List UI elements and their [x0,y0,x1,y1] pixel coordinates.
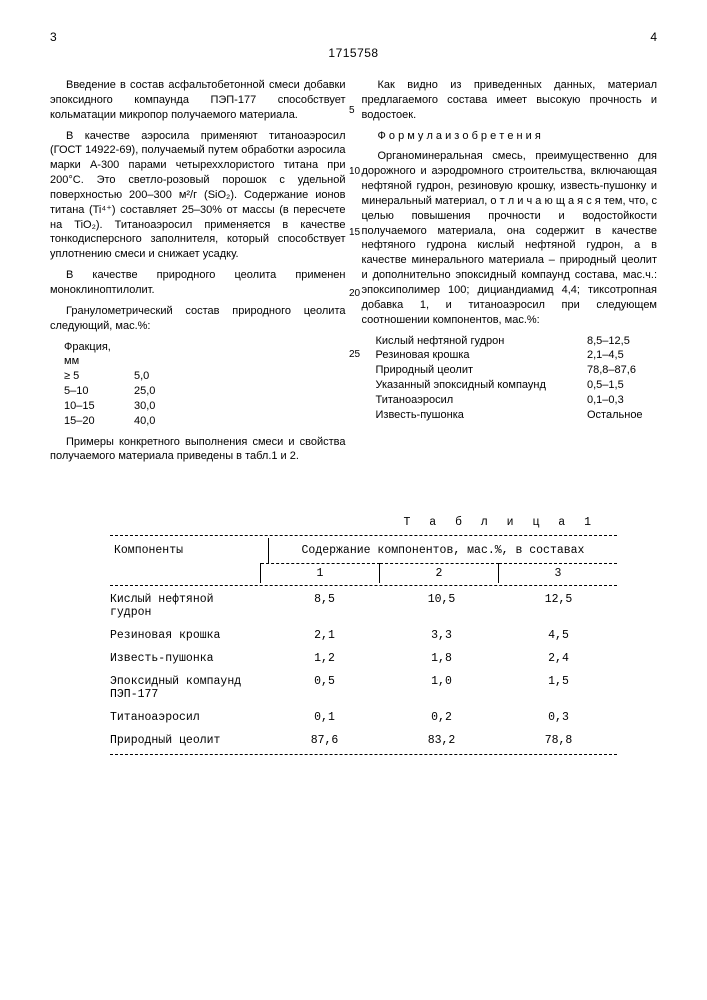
table-rule [110,754,617,755]
page-numbers: 3 4 [50,30,657,44]
table-1: Т а б л и ц а 1 Компоненты Содержание ко… [50,516,657,755]
table-row: Кислый нефтяной гудрон 8,5 10,5 12,5 [110,588,617,624]
table-subheader: 1 2 3 [110,563,617,583]
fraction-label: Фракция, мм [64,340,116,370]
table-head-content: Содержание компонентов, мас.%, в состава… [269,538,617,563]
table-head-components: Компоненты [110,538,269,563]
paragraph: Органоминеральная смесь, преимущественно… [362,149,658,327]
line-mark: 15 [349,228,360,238]
table-row: Известь-пушонка 1,2 1,8 2,4 [110,647,617,670]
table-row: Эпоксидный компаунд ПЭП-177 0,5 1,0 1,5 [110,670,617,706]
table-col-3: 3 [499,563,617,583]
table-row: Титаноаэросил 0,1 0,2 0,3 [110,706,617,729]
table-row: Природный цеолит 87,6 83,2 78,8 [110,729,617,752]
paragraph: В качестве природного цеолита применен м… [50,268,346,298]
formula-heading: Ф о р м у л а и з о б р е т е н и я [362,129,658,144]
paragraph: Как видно из приведенных данных, материа… [362,78,658,123]
component-row: Резиновая крошка2,1–4,5 [376,348,658,363]
fraction-header: Фракция, мм [64,340,346,370]
line-mark: 5 [349,106,360,116]
paragraph: В качестве аэросила применяют титаноаэро… [50,129,346,263]
fraction-row: 5–1025,0 [64,384,346,399]
component-row: Титаноаэросил0,1–0,3 [376,393,658,408]
paragraph: Гранулометрический состав природного цео… [50,304,346,334]
table-title: Т а б л и ц а 1 [50,516,597,529]
page-left: 3 [50,30,57,44]
line-mark: 20 [349,289,360,299]
right-column: Как видно из приведенных данных, материа… [362,78,658,470]
line-marks: 5 10 15 20 25 [349,106,360,360]
left-column: Введение в состав асфальтобетонной смеси… [50,78,346,470]
table-header: Компоненты Содержание компонентов, мас.%… [110,538,617,563]
fraction-row: 10–1530,0 [64,399,346,414]
table-row: Резиновая крошка 2,1 3,3 4,5 [110,624,617,647]
component-row: Природный цеолит78,8–87,6 [376,363,658,378]
page: 3 4 1715758 5 10 15 20 25 Введение в сос… [0,0,707,1000]
component-row: Указанный эпоксидный компаунд0,5–1,5 [376,378,658,393]
paragraph: Введение в состав асфальтобетонной смеси… [50,78,346,123]
component-list: Кислый нефтяной гудрон8,5–12,5 Резиновая… [376,334,658,423]
component-row: Кислый нефтяной гудрон8,5–12,5 [376,334,658,349]
fraction-row: 15–2040,0 [64,414,346,429]
page-right: 4 [650,30,657,44]
fraction-list: Фракция, мм ≥ 55,0 5–1025,0 10–1530,0 15… [64,340,346,429]
line-mark: 25 [349,350,360,360]
paragraph: Примеры конкретного выполнения смеси и с… [50,435,346,465]
line-mark: 10 [349,167,360,177]
table-rule [110,585,617,586]
table-rule [110,535,617,536]
table-col-1: 1 [261,563,380,583]
doc-number: 1715758 [50,46,657,60]
fraction-row: ≥ 55,0 [64,369,346,384]
component-row: Известь-пушонкаОстальное [376,408,658,423]
table-col-2: 2 [380,563,499,583]
